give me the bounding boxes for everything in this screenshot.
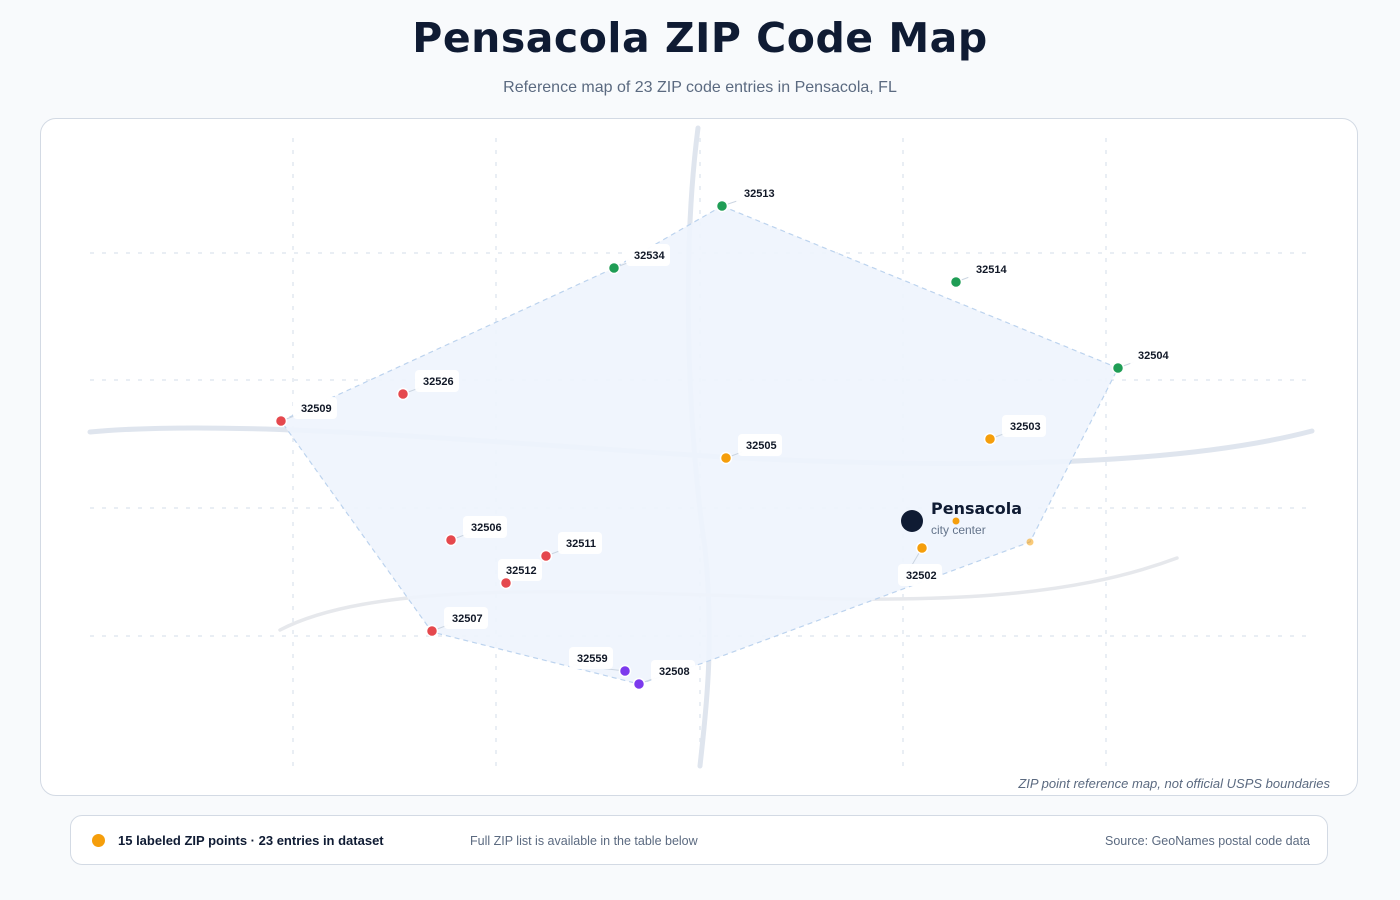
zip-label-bg <box>415 370 459 392</box>
legend-note: Full ZIP list is available in the table … <box>470 834 698 848</box>
zip-point-32526[interactable]: 32526 <box>396 370 460 401</box>
zip-label: 32509 <box>301 403 332 415</box>
zip-point-32503[interactable]: 32503 <box>983 415 1047 446</box>
zip-point-32512[interactable]: 32512 <box>498 559 542 590</box>
legend-point-icon <box>92 834 105 847</box>
zip-point-32507[interactable]: 32507 <box>425 607 489 638</box>
zip-label-bg <box>736 182 780 204</box>
zip-marker <box>607 261 621 275</box>
zip-marker <box>539 549 553 563</box>
zip-label: 32507 <box>452 613 483 625</box>
zip-label: 32503 <box>1010 421 1041 433</box>
zip-marker <box>618 664 632 678</box>
zip-label-bg <box>898 564 942 586</box>
zip-point-32502[interactable]: 32502 <box>898 541 942 587</box>
zip-marker <box>715 199 729 213</box>
zip-label: 32504 <box>1138 350 1169 362</box>
zip-marker <box>425 624 439 638</box>
zip-label: 32559 <box>577 653 608 665</box>
city-center-dot <box>901 510 923 532</box>
zip-marker <box>949 275 963 289</box>
zip-label-bg <box>558 532 602 554</box>
zip-label: 32502 <box>906 570 937 582</box>
zip-point-32509[interactable]: 32509 <box>274 397 338 428</box>
zip-label-bg <box>498 559 542 581</box>
zip-label-bg <box>463 516 507 538</box>
map-legend: 15 labeled ZIP points · 23 entries in da… <box>70 815 1328 865</box>
zip-label-bg <box>738 434 782 456</box>
zip-label: 32534 <box>634 250 665 262</box>
zip-point-32511[interactable]: 32511 <box>539 532 603 563</box>
zip-point-32534[interactable]: 32534 <box>607 244 671 275</box>
zip-point-32508[interactable]: 32508 <box>632 660 696 691</box>
zip-marker <box>719 451 733 465</box>
city-sublabel: city center <box>931 523 986 537</box>
zip-marker <box>396 387 410 401</box>
zip-label-bg <box>1130 344 1174 366</box>
zip-label-bg <box>293 397 337 419</box>
zip-label-bg <box>651 660 695 682</box>
zip-label-bg <box>1002 415 1046 437</box>
zip-label-bg <box>444 607 488 629</box>
zip-label: 32514 <box>976 264 1007 276</box>
legend-source: Source: GeoNames postal code data <box>1105 834 1310 848</box>
zip-point-32559[interactable]: 32559 <box>569 647 632 678</box>
zip-point-32513[interactable]: 32513 <box>715 182 781 213</box>
zip-label: 32526 <box>423 376 454 388</box>
zip-point-32514[interactable]: 32514 <box>949 258 1013 289</box>
city-center-marker[interactable]: Pensacola city center <box>901 499 1034 546</box>
zip-point-32506[interactable]: 32506 <box>444 516 508 547</box>
city-name-label: Pensacola <box>931 499 1022 518</box>
zip-label-bg <box>569 647 613 669</box>
zip-point-32504[interactable]: 32504 <box>1111 344 1175 375</box>
zip-marker <box>632 677 646 691</box>
zip-map[interactable]: 32513 32534 32514 32504 32526 32509 32505 32503… <box>40 118 1358 796</box>
zip-label: 32505 <box>746 440 777 452</box>
unlabeled-zip-point[interactable] <box>1026 538 1034 546</box>
zip-marker <box>1111 361 1125 375</box>
unlabeled-zip-point[interactable] <box>952 517 960 525</box>
zip-label: 32511 <box>566 538 596 550</box>
page-title: Pensacola ZIP Code Map <box>412 14 988 62</box>
zip-label: 32513 <box>744 188 775 200</box>
zip-marker <box>274 414 288 428</box>
legend-count-label: 15 labeled ZIP points · 23 entries in da… <box>118 833 384 848</box>
zip-point-32505[interactable]: 32505 <box>719 434 783 465</box>
zip-label: 32512 <box>506 565 537 577</box>
zip-marker <box>444 533 458 547</box>
zip-label: 32506 <box>471 522 502 534</box>
zip-marker <box>983 432 997 446</box>
map-disclaimer: ZIP point reference map, not official US… <box>1018 776 1330 791</box>
zip-label-bg <box>626 244 670 266</box>
zip-points-layer: 32513 32534 32514 32504 32526 32509 32505 32503… <box>274 182 1175 691</box>
zip-marker <box>915 541 929 555</box>
zip-label-bg <box>968 258 1012 280</box>
zip-label: 32508 <box>659 666 690 678</box>
page-subtitle: Reference map of 23 ZIP code entries in … <box>503 79 897 96</box>
zip-marker <box>499 576 513 590</box>
